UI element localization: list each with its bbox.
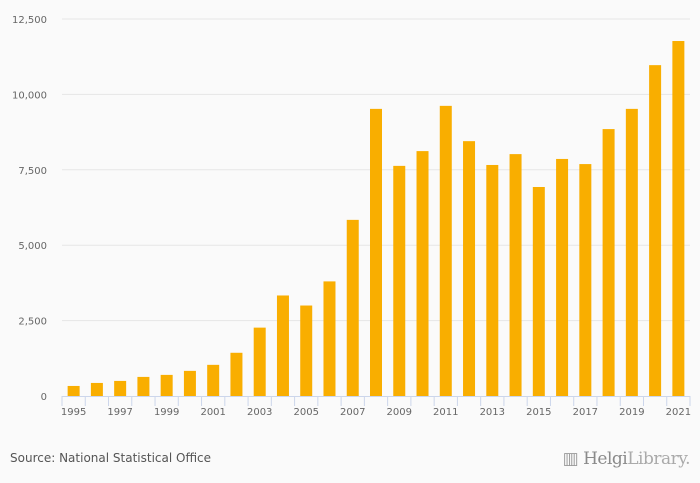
y-tick-label: 5,000 — [18, 241, 47, 252]
bar-2018 — [602, 129, 615, 397]
bar-2017 — [579, 164, 592, 396]
bar-2000 — [183, 370, 196, 396]
bar-2007 — [346, 219, 359, 396]
library-icon: ▥ — [562, 449, 579, 469]
bar-2015 — [532, 186, 545, 396]
helgi-library-logo: ▥ HelgiLibrary. — [562, 449, 691, 469]
y-tick-label: 2,500 — [18, 317, 47, 328]
bar-2012 — [463, 141, 476, 396]
bar-1996 — [90, 382, 103, 396]
y-tick-label: 12,500 — [12, 15, 47, 26]
bar-chart: 0 2,500 5,000 7,500 10,000 12,500 1995 1997 1999… — [12, 15, 691, 418]
x-tick-label: 2001 — [200, 407, 225, 418]
bar-1997 — [114, 380, 127, 396]
bar-2014 — [509, 154, 522, 396]
bar-2006 — [323, 281, 336, 396]
bar-1995 — [67, 385, 80, 396]
x-tick-label: 2005 — [293, 407, 318, 418]
bar-2011 — [439, 105, 452, 396]
x-tick-label: 2019 — [619, 407, 644, 418]
bar-2021 — [672, 41, 685, 397]
bar-2008 — [370, 108, 382, 396]
bar-2010 — [416, 151, 429, 396]
x-tick-label: 2021 — [666, 407, 691, 418]
bar-2009 — [393, 165, 406, 396]
bar-2002 — [230, 352, 243, 396]
bar-2019 — [625, 108, 638, 396]
y-tick-label: 0 — [41, 392, 47, 403]
x-tick-label: 2011 — [433, 407, 458, 418]
bar-1998 — [137, 376, 150, 396]
x-tick-label: 2003 — [247, 407, 272, 418]
y-tick-label: 7,500 — [18, 166, 47, 177]
x-tick-label: 2015 — [526, 407, 551, 418]
bar-2003 — [253, 327, 266, 396]
x-tick-label: 1997 — [107, 407, 132, 418]
y-tick-label: 10,000 — [12, 90, 47, 101]
x-tick-label: 2009 — [387, 407, 412, 418]
bar-2020 — [649, 65, 662, 396]
x-tick-label: 1995 — [61, 407, 86, 418]
bar-1999 — [160, 374, 173, 396]
bar-2013 — [486, 164, 499, 396]
source-note: Source: National Statistical Office — [10, 451, 212, 465]
x-tick-label: 1999 — [154, 407, 179, 418]
bar-2001 — [207, 364, 220, 396]
bar-2004 — [276, 295, 289, 396]
bar-2005 — [300, 305, 313, 396]
x-tick-label: 2007 — [340, 407, 365, 418]
bar-2016 — [556, 158, 569, 396]
x-tick-label: 2013 — [480, 407, 505, 418]
x-tick-label: 2017 — [573, 407, 598, 418]
